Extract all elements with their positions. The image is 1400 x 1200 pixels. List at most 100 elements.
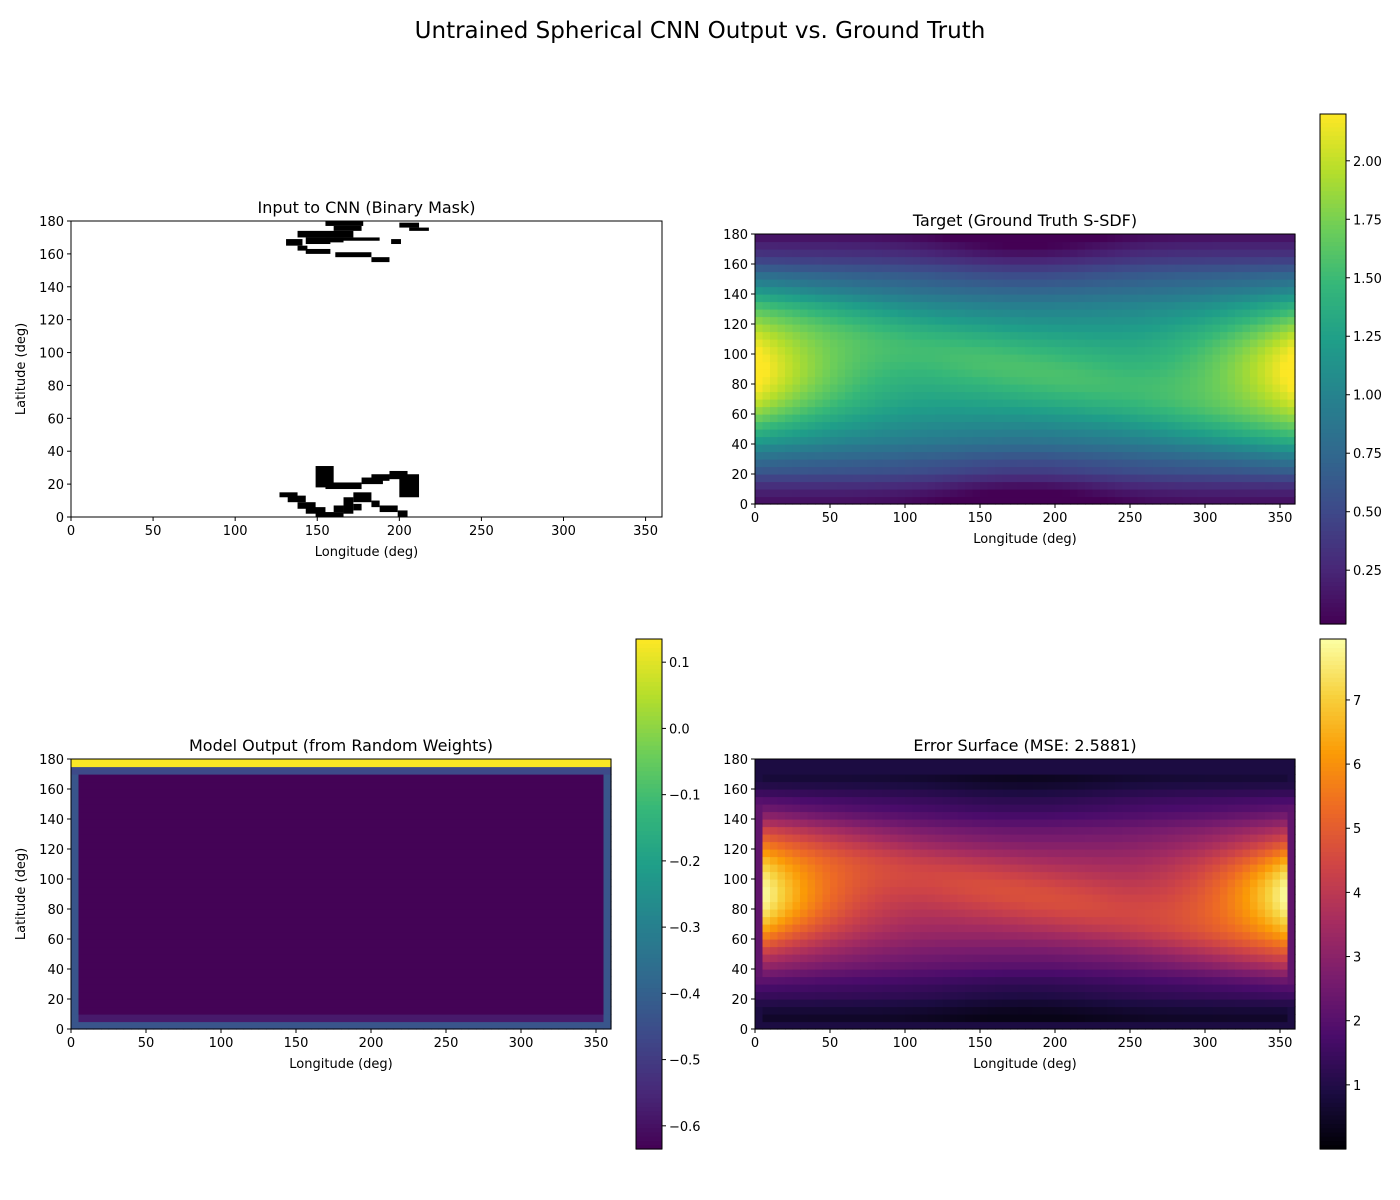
- target-cell: [1250, 414, 1259, 423]
- output-cell: [86, 834, 95, 843]
- target-cell: [777, 331, 786, 340]
- target-cell: [845, 324, 854, 333]
- output-cell: [288, 856, 297, 865]
- output-cell: [168, 789, 177, 798]
- target-cell: [1047, 361, 1056, 370]
- target-cell: [1100, 256, 1109, 265]
- output-cell: [146, 849, 155, 858]
- output-cell: [401, 826, 410, 835]
- output-cell: [206, 849, 215, 858]
- target-cell: [822, 391, 831, 400]
- target-cell: [1092, 309, 1101, 318]
- output-cell: [236, 946, 245, 955]
- output-cell: [341, 1014, 350, 1023]
- target-cell: [1205, 451, 1214, 460]
- target-cell: [935, 286, 944, 295]
- target-cell: [1242, 339, 1251, 348]
- target-cell: [815, 331, 824, 340]
- target-cell: [1190, 459, 1199, 468]
- target-cell: [1047, 271, 1056, 280]
- output-cell: [168, 879, 177, 888]
- target-cell: [867, 436, 876, 445]
- target-cell: [890, 376, 899, 385]
- output-cell: [446, 984, 455, 993]
- output-cell: [86, 789, 95, 798]
- output-cell: [431, 781, 440, 790]
- target-cell: [860, 466, 869, 475]
- output-cell: [453, 879, 462, 888]
- output-cell: [251, 961, 260, 970]
- target-cell: [845, 421, 854, 430]
- target-cell: [1085, 339, 1094, 348]
- target-cell: [807, 324, 816, 333]
- output-cell: [176, 946, 185, 955]
- output-cell: [146, 1006, 155, 1015]
- output-cell: [341, 909, 350, 918]
- target-cell: [1070, 436, 1079, 445]
- target-cell: [1242, 384, 1251, 393]
- output-cell: [401, 819, 410, 828]
- target-cell: [1160, 294, 1169, 303]
- output-cell: [161, 976, 170, 985]
- output-cell: [213, 1014, 222, 1023]
- output-cell: [236, 991, 245, 1000]
- output-cell: [236, 969, 245, 978]
- target-cell: [1025, 391, 1034, 400]
- output-cell: [506, 849, 515, 858]
- target-cell: [1010, 421, 1019, 430]
- target-cell: [1092, 316, 1101, 325]
- target-cell: [1220, 466, 1229, 475]
- output-cell: [438, 999, 447, 1008]
- output-cell: [468, 969, 477, 978]
- target-cell: [912, 346, 921, 355]
- output-cell: [476, 894, 485, 903]
- target-cell: [1115, 301, 1124, 310]
- target-cell: [905, 339, 914, 348]
- target-cell: [957, 414, 966, 423]
- target-cell: [1085, 421, 1094, 430]
- output-cell: [138, 841, 147, 850]
- output-cell: [101, 909, 110, 918]
- target-cell: [935, 301, 944, 310]
- output-cell: [108, 894, 117, 903]
- target-cell: [1100, 496, 1109, 505]
- target-cell: [1122, 309, 1131, 318]
- output-cell: [446, 849, 455, 858]
- target-cell: [1062, 444, 1071, 453]
- target-cell: [1085, 324, 1094, 333]
- output-cell: [78, 849, 87, 858]
- target-cell: [845, 264, 854, 273]
- output-cell: [161, 939, 170, 948]
- target-cell: [1040, 331, 1049, 340]
- output-cell: [318, 984, 327, 993]
- output-cell: [78, 796, 87, 805]
- target-cell: [1062, 481, 1071, 490]
- target-cell: [1137, 376, 1146, 385]
- target-cell: [1017, 324, 1026, 333]
- output-cell: [453, 841, 462, 850]
- output-cell: [183, 954, 192, 963]
- output-cell: [251, 1021, 260, 1030]
- target-cell: [927, 271, 936, 280]
- target-cell: [1280, 451, 1289, 460]
- target-cell: [777, 309, 786, 318]
- target-cell: [1220, 481, 1229, 490]
- output-cell: [483, 894, 492, 903]
- target-cell: [1025, 376, 1034, 385]
- target-colorbar-segment: [1320, 343, 1346, 349]
- output-cell: [311, 834, 320, 843]
- output-cell: [191, 766, 200, 775]
- target-cell: [905, 294, 914, 303]
- target-cell: [1025, 451, 1034, 460]
- output-cell: [236, 984, 245, 993]
- output-cell: [206, 991, 215, 1000]
- output-cell: [131, 886, 140, 895]
- target-cell: [1220, 399, 1229, 408]
- target-cell: [1040, 391, 1049, 400]
- target-cell: [830, 474, 839, 483]
- target-cell: [1115, 391, 1124, 400]
- output-cell: [318, 924, 327, 933]
- target-cell: [957, 309, 966, 318]
- target-cell: [1272, 339, 1281, 348]
- target-cell: [1130, 429, 1139, 438]
